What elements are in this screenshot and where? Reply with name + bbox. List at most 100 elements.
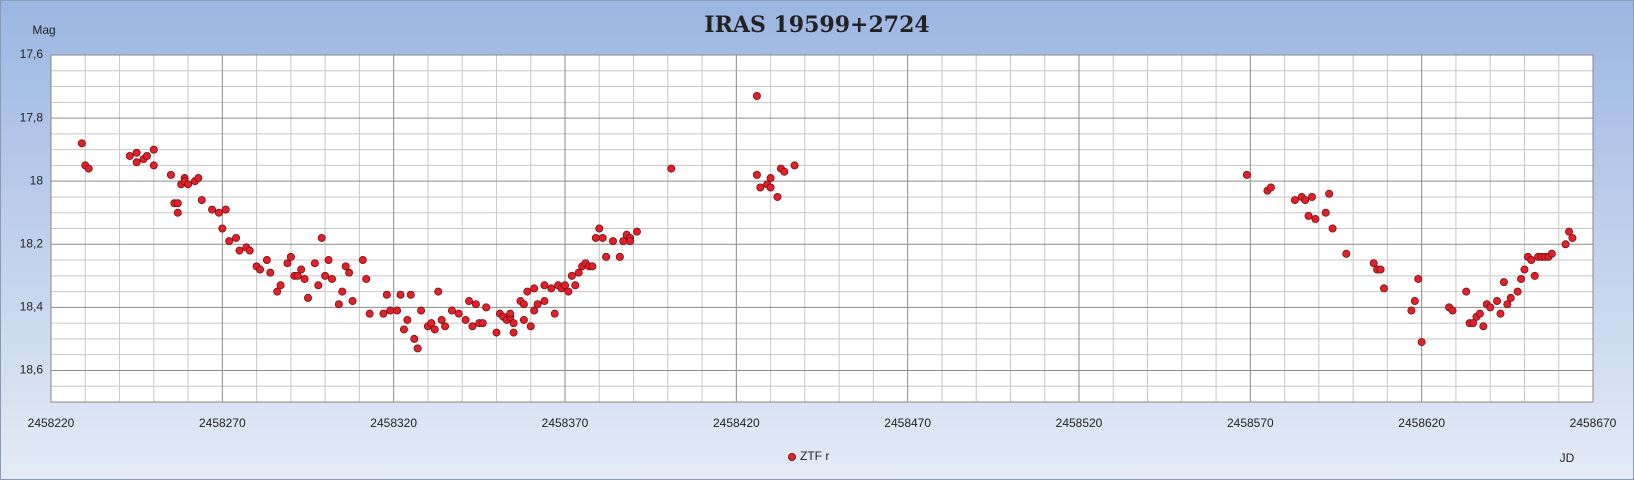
data-point: [509, 319, 518, 328]
data-point: [1513, 287, 1522, 296]
data-point: [232, 233, 241, 242]
data-point: [310, 259, 319, 268]
data-point: [595, 224, 604, 233]
data-point: [550, 309, 559, 318]
data-point: [1290, 196, 1299, 205]
data-point: [132, 148, 141, 157]
data-point: [1242, 170, 1251, 179]
data-point: [1311, 215, 1320, 224]
data-point: [348, 297, 357, 306]
data-point: [1410, 297, 1419, 306]
data-point: [314, 281, 323, 290]
data-point: [1325, 189, 1334, 198]
data-point: [321, 271, 330, 280]
data-point: [225, 237, 234, 246]
plot-border: [50, 54, 1594, 403]
data-point: [208, 205, 217, 214]
data-point: [365, 309, 374, 318]
data-point: [1301, 196, 1310, 205]
data-point: [273, 287, 282, 296]
data-point: [197, 196, 206, 205]
data-point: [256, 265, 265, 274]
data-point: [430, 325, 439, 334]
data-point: [790, 161, 799, 170]
data-point: [752, 170, 761, 179]
data-point: [77, 139, 86, 148]
data-point: [149, 145, 158, 154]
data-point: [406, 290, 415, 299]
data-point: [396, 290, 405, 299]
data-point: [266, 268, 275, 277]
data-point: [358, 256, 367, 265]
data-point: [626, 237, 635, 246]
data-point: [437, 315, 446, 324]
data-point: [1342, 249, 1351, 258]
data-point: [461, 315, 470, 324]
y-tick-label: 17,6: [20, 47, 44, 61]
data-point: [1530, 271, 1539, 280]
data-point: [509, 328, 518, 337]
data-point: [262, 256, 271, 265]
data-point: [1328, 224, 1337, 233]
data-point: [447, 306, 456, 315]
data-point: [615, 252, 624, 261]
data-point: [591, 233, 600, 242]
data-point: [1517, 274, 1526, 283]
data-point: [235, 246, 244, 255]
data-point: [84, 164, 93, 173]
data-point: [399, 325, 408, 334]
data-point: [526, 322, 535, 331]
data-point: [547, 284, 556, 293]
data-point: [540, 281, 549, 290]
data-point: [468, 322, 477, 331]
data-point: [1496, 309, 1505, 318]
data-point: [667, 164, 676, 173]
data-point: [283, 259, 292, 268]
data-point: [1499, 278, 1508, 287]
data-point: [417, 306, 426, 315]
data-point: [345, 268, 354, 277]
data-point: [632, 227, 641, 236]
data-point: [780, 167, 789, 176]
data-point: [245, 246, 254, 255]
data-point: [1503, 300, 1512, 309]
data-point: [588, 262, 597, 271]
y-tick-label: 17,8: [20, 110, 44, 124]
data-point: [1308, 192, 1317, 201]
data-point: [142, 151, 151, 160]
data-point: [567, 271, 576, 280]
x-tick-label: 2458470: [884, 416, 931, 430]
data-point: [166, 170, 175, 179]
data-point: [471, 300, 480, 309]
data-point: [379, 309, 388, 318]
data-point: [173, 208, 182, 217]
x-tick-label: 2458270: [199, 416, 246, 430]
data-point: [608, 237, 617, 246]
data-point: [1493, 297, 1502, 306]
data-point: [149, 161, 158, 170]
chart-title: IRAS 19599+2724: [704, 12, 929, 38]
data-point: [492, 328, 501, 337]
data-point: [519, 300, 528, 309]
data-point: [218, 224, 227, 233]
x-tick-label: 2458620: [1398, 416, 1445, 430]
data-point: [482, 303, 491, 312]
data-point: [533, 300, 542, 309]
data-point: [1547, 249, 1556, 258]
data-point: [598, 233, 607, 242]
y-tick-label: 18,2: [20, 236, 44, 250]
x-axis-title: JD: [1560, 451, 1575, 465]
data-point: [413, 344, 422, 353]
data-point: [1266, 183, 1275, 192]
data-point: [410, 334, 419, 343]
data-point: [1379, 284, 1388, 293]
data-point: [125, 151, 134, 160]
data-point: [1448, 306, 1457, 315]
data-point: [756, 183, 765, 192]
data-point: [752, 92, 761, 101]
data-point: [530, 306, 539, 315]
data-point: [1486, 303, 1495, 312]
data-point: [194, 174, 203, 183]
data-point: [506, 309, 515, 318]
